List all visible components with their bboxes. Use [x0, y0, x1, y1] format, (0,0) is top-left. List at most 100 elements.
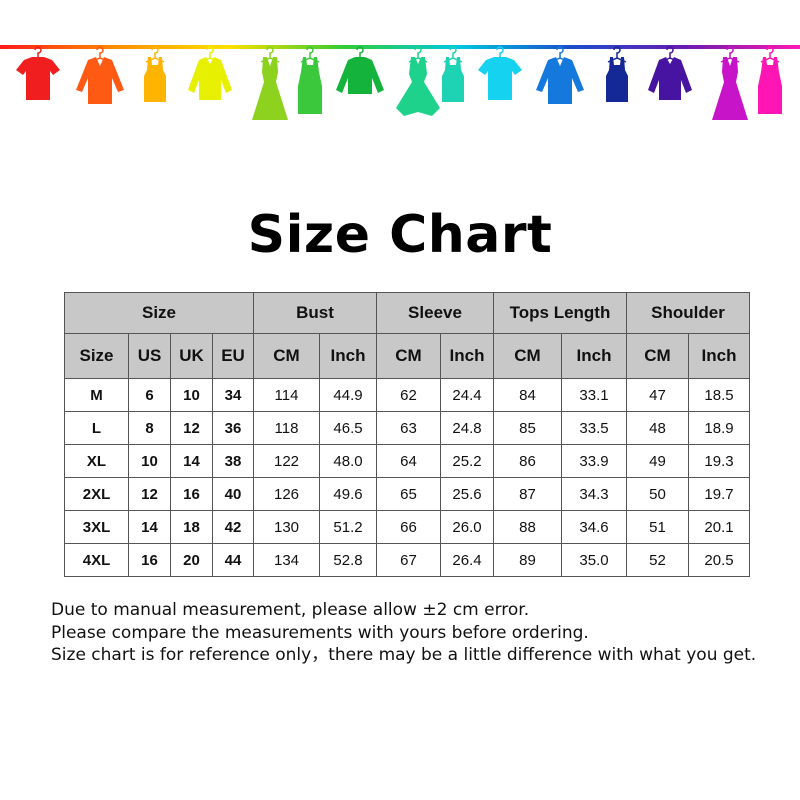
garment-shape [144, 57, 166, 102]
tank-dress-icon [298, 46, 322, 114]
column-header: Inch [440, 333, 494, 379]
table-cell: 35.0 [561, 543, 627, 577]
table-cell: 20 [170, 543, 213, 577]
table-cell: 24.4 [440, 378, 494, 412]
group-header: Size [64, 292, 254, 334]
table-cell: M [64, 378, 129, 412]
table-cell: 44 [212, 543, 254, 577]
table-cell: 49 [626, 444, 689, 478]
table-cell: 33.1 [561, 378, 627, 412]
table-cell: 14 [170, 444, 213, 478]
table-cell: 25.6 [440, 477, 494, 511]
table-cell: 114 [253, 378, 320, 412]
table-cell: 51 [626, 510, 689, 544]
table-cell: 16 [170, 477, 213, 511]
table-cell: 12 [170, 411, 213, 445]
column-header: Inch [319, 333, 377, 379]
shirt-icon [536, 46, 584, 104]
table-row: 3XL 14 18 42 130 51.2 66 26.0 88 34.6 51 20.1 [64, 510, 750, 544]
table-cell: 10 [170, 378, 213, 412]
table-cell: 18 [170, 510, 213, 544]
table-cell: 85 [493, 411, 562, 445]
column-header: CM [493, 333, 562, 379]
table-cell: 24.8 [440, 411, 494, 445]
cardigan-icon [648, 46, 692, 100]
tank-top-icon [144, 46, 166, 102]
cardigan-icon [188, 46, 232, 100]
garment-shape [606, 57, 628, 102]
garment-shape [298, 57, 322, 114]
table-cell: 16 [128, 543, 171, 577]
table-cell: 18.5 [688, 378, 750, 412]
column-header: Inch [561, 333, 627, 379]
column-header: US [128, 333, 171, 379]
sweater-icon [336, 46, 384, 94]
table-row: M 6 10 34 114 44.9 62 24.4 84 33.1 47 18.5 [64, 378, 750, 412]
table-cell: 87 [493, 477, 562, 511]
table-cell: 66 [376, 510, 441, 544]
table-cell: 49.6 [319, 477, 377, 511]
garment-shape [758, 57, 782, 114]
column-header: EU [212, 333, 254, 379]
table-cell: 63 [376, 411, 441, 445]
column-header: UK [170, 333, 213, 379]
table-cell: 46.5 [319, 411, 377, 445]
table-cell: XL [64, 444, 129, 478]
table-cell: 67 [376, 543, 441, 577]
garment-shape [536, 57, 584, 104]
size-chart-table: Size Bust Sleeve Tops Length Shoulder Si… [64, 292, 750, 577]
ball-gown-icon [396, 46, 440, 116]
hanging-rail [0, 45, 800, 49]
column-header: Size [64, 333, 129, 379]
table-cell: 65 [376, 477, 441, 511]
table-cell: 51.2 [319, 510, 377, 544]
garment-shape [16, 57, 60, 100]
table-cell: 20.5 [688, 543, 750, 577]
column-header: CM [253, 333, 320, 379]
clothes-rack-banner [0, 45, 800, 120]
table-cell: 64 [376, 444, 441, 478]
table-cell: 52.8 [319, 543, 377, 577]
group-header: Sleeve [376, 292, 494, 334]
column-header: CM [376, 333, 441, 379]
tank-top-icon [606, 46, 628, 102]
dress-icon [712, 46, 748, 120]
table-cell: 34 [212, 378, 254, 412]
group-header: Tops Length [493, 292, 627, 334]
table-cell: L [64, 411, 129, 445]
garment-shape [336, 57, 384, 94]
table-cell: 19.3 [688, 444, 750, 478]
table-cell: 8 [128, 411, 171, 445]
sub-header-row: Size US UK EU CM Inch CM Inch CM Inch CM Inch [64, 333, 750, 379]
table-cell: 20.1 [688, 510, 750, 544]
table-cell: 122 [253, 444, 320, 478]
group-header: Shoulder [626, 292, 750, 334]
table-cell: 36 [212, 411, 254, 445]
table-cell: 89 [493, 543, 562, 577]
column-header: Inch [688, 333, 750, 379]
table-row: XL 10 14 38 122 48.0 64 25.2 86 33.9 49 19.3 [64, 444, 750, 478]
group-header-row: Size Bust Sleeve Tops Length Shoulder [64, 292, 750, 334]
table-cell: 48.0 [319, 444, 377, 478]
dress-icon [252, 46, 288, 120]
table-cell: 126 [253, 477, 320, 511]
garment-shape [478, 57, 522, 100]
table-cell: 3XL [64, 510, 129, 544]
table-row: L 8 12 36 118 46.5 63 24.8 85 33.5 48 18.9 [64, 411, 750, 445]
table-cell: 50 [626, 477, 689, 511]
table-cell: 38 [212, 444, 254, 478]
table-cell: 86 [493, 444, 562, 478]
group-header: Bust [253, 292, 377, 334]
table-cell: 47 [626, 378, 689, 412]
garment-shape [188, 57, 232, 100]
table-cell: 34.3 [561, 477, 627, 511]
table-cell: 88 [493, 510, 562, 544]
table-cell: 34.6 [561, 510, 627, 544]
garment-shape [442, 57, 464, 102]
shirt-icon [76, 46, 124, 104]
garment-shape [396, 57, 440, 116]
table-cell: 4XL [64, 543, 129, 577]
garment-shape [648, 57, 692, 100]
column-header: CM [626, 333, 689, 379]
note-line: Please compare the measurements with you… [51, 622, 589, 643]
